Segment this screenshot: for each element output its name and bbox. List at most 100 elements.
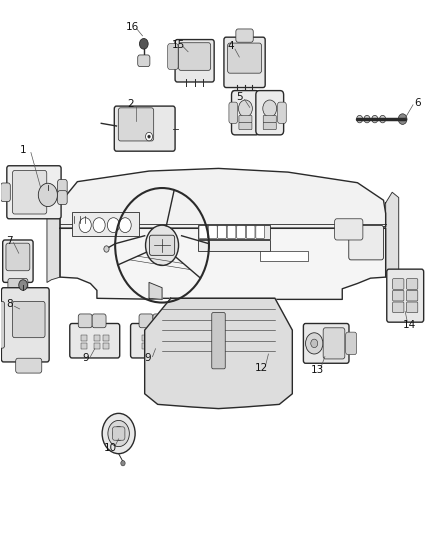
FancyBboxPatch shape <box>237 225 246 238</box>
Circle shape <box>93 217 105 232</box>
Circle shape <box>113 426 125 441</box>
FancyBboxPatch shape <box>81 335 87 341</box>
FancyBboxPatch shape <box>239 122 252 130</box>
FancyBboxPatch shape <box>239 115 252 123</box>
FancyBboxPatch shape <box>112 427 125 440</box>
FancyBboxPatch shape <box>263 328 281 354</box>
Circle shape <box>249 346 252 351</box>
Text: 10: 10 <box>104 443 118 453</box>
FancyBboxPatch shape <box>142 343 148 349</box>
FancyBboxPatch shape <box>198 240 270 251</box>
FancyBboxPatch shape <box>246 225 255 238</box>
FancyBboxPatch shape <box>118 108 154 141</box>
FancyBboxPatch shape <box>349 225 384 260</box>
FancyBboxPatch shape <box>114 106 175 151</box>
Text: 8: 8 <box>6 298 13 309</box>
Polygon shape <box>60 168 386 228</box>
FancyBboxPatch shape <box>142 335 148 341</box>
Circle shape <box>357 115 363 123</box>
FancyBboxPatch shape <box>8 278 28 292</box>
Circle shape <box>119 217 131 232</box>
FancyBboxPatch shape <box>94 335 100 341</box>
Polygon shape <box>60 228 386 300</box>
FancyBboxPatch shape <box>248 90 257 101</box>
Circle shape <box>79 217 91 232</box>
FancyBboxPatch shape <box>139 314 153 328</box>
Circle shape <box>139 38 148 49</box>
Circle shape <box>108 421 129 447</box>
Text: 6: 6 <box>414 98 421 108</box>
Text: 4: 4 <box>227 42 234 52</box>
FancyBboxPatch shape <box>263 115 276 123</box>
FancyBboxPatch shape <box>3 240 33 282</box>
FancyBboxPatch shape <box>149 235 175 255</box>
FancyBboxPatch shape <box>277 102 286 123</box>
Circle shape <box>146 132 153 141</box>
FancyBboxPatch shape <box>92 314 106 328</box>
FancyBboxPatch shape <box>153 314 167 328</box>
Text: 7: 7 <box>6 236 13 246</box>
FancyBboxPatch shape <box>155 335 161 341</box>
FancyBboxPatch shape <box>260 251 308 261</box>
FancyBboxPatch shape <box>163 335 170 341</box>
FancyBboxPatch shape <box>175 39 214 82</box>
Text: 15: 15 <box>172 40 185 50</box>
Circle shape <box>311 339 318 348</box>
Circle shape <box>239 100 253 117</box>
FancyBboxPatch shape <box>179 43 211 70</box>
FancyBboxPatch shape <box>131 324 180 358</box>
Circle shape <box>102 414 135 454</box>
FancyBboxPatch shape <box>212 313 225 369</box>
FancyBboxPatch shape <box>303 324 349 364</box>
Text: 14: 14 <box>403 320 416 330</box>
Circle shape <box>398 114 407 124</box>
Circle shape <box>108 217 119 232</box>
FancyBboxPatch shape <box>232 91 259 135</box>
Text: 16: 16 <box>126 22 139 32</box>
FancyBboxPatch shape <box>256 225 264 238</box>
FancyBboxPatch shape <box>227 225 236 238</box>
Circle shape <box>19 280 28 290</box>
FancyBboxPatch shape <box>392 279 404 289</box>
FancyBboxPatch shape <box>406 279 418 289</box>
FancyBboxPatch shape <box>78 314 92 328</box>
FancyBboxPatch shape <box>392 290 404 301</box>
FancyBboxPatch shape <box>406 302 418 313</box>
FancyBboxPatch shape <box>72 212 139 236</box>
Circle shape <box>372 115 378 123</box>
FancyBboxPatch shape <box>232 90 242 101</box>
FancyBboxPatch shape <box>7 166 61 219</box>
Circle shape <box>364 115 370 123</box>
FancyBboxPatch shape <box>1 288 49 362</box>
FancyBboxPatch shape <box>70 324 120 358</box>
Polygon shape <box>149 282 162 300</box>
Polygon shape <box>47 192 60 282</box>
FancyBboxPatch shape <box>13 171 47 214</box>
Text: 9: 9 <box>145 353 152 363</box>
FancyBboxPatch shape <box>323 328 345 359</box>
FancyBboxPatch shape <box>168 44 178 69</box>
FancyBboxPatch shape <box>335 219 363 240</box>
FancyBboxPatch shape <box>198 224 270 239</box>
FancyBboxPatch shape <box>256 91 284 135</box>
FancyBboxPatch shape <box>13 301 45 338</box>
Polygon shape <box>145 298 292 409</box>
FancyBboxPatch shape <box>103 343 109 349</box>
FancyBboxPatch shape <box>263 122 276 130</box>
Circle shape <box>380 115 386 123</box>
FancyBboxPatch shape <box>103 335 109 341</box>
FancyBboxPatch shape <box>218 225 226 238</box>
FancyBboxPatch shape <box>94 343 100 349</box>
FancyBboxPatch shape <box>392 302 404 313</box>
FancyBboxPatch shape <box>6 243 30 271</box>
Circle shape <box>263 100 277 117</box>
FancyBboxPatch shape <box>0 302 5 348</box>
Text: 2: 2 <box>128 99 134 109</box>
FancyBboxPatch shape <box>81 343 87 349</box>
FancyBboxPatch shape <box>346 332 357 354</box>
Text: 13: 13 <box>311 365 324 375</box>
FancyBboxPatch shape <box>224 37 265 87</box>
FancyBboxPatch shape <box>199 225 208 238</box>
FancyBboxPatch shape <box>16 358 42 373</box>
FancyBboxPatch shape <box>228 43 261 73</box>
